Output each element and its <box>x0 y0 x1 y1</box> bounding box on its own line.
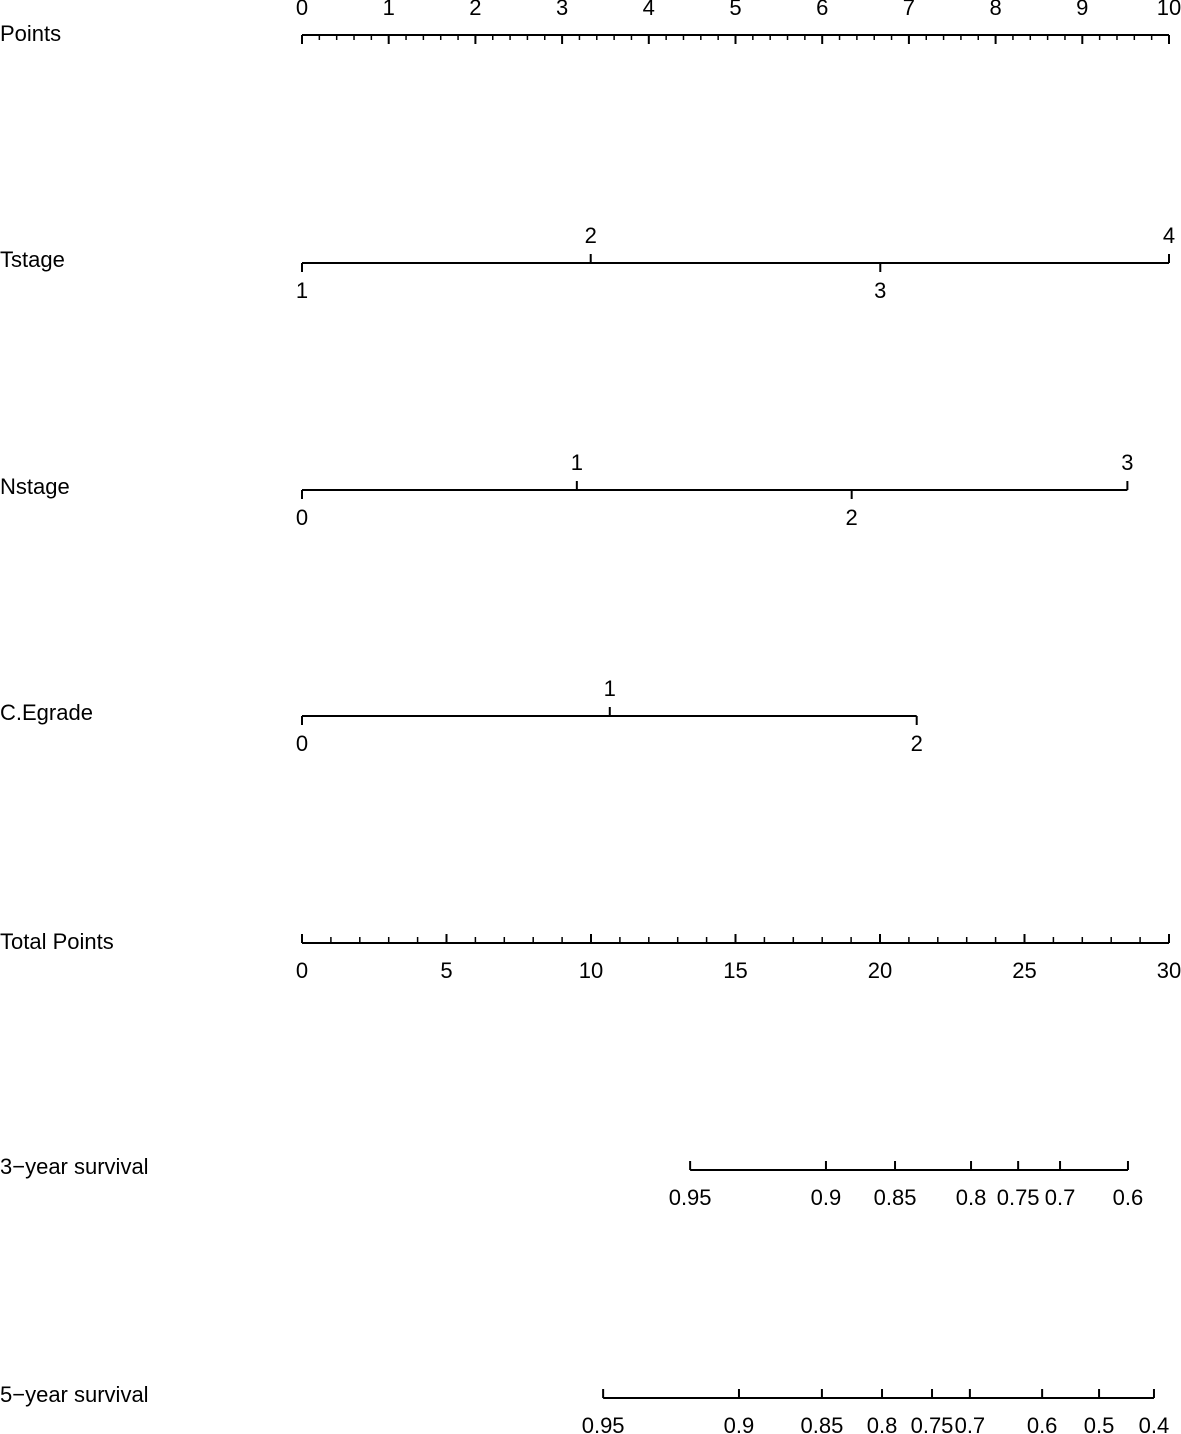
tick-label: 2 <box>469 0 481 20</box>
row-label: 3−year survival <box>0 1154 149 1179</box>
outcome-label: 0.6 <box>1113 1185 1144 1210</box>
row-label: C.Egrade <box>0 700 93 725</box>
tick-label: 30 <box>1157 958 1181 983</box>
row-label: Points <box>0 21 61 46</box>
level-label: 2 <box>911 731 923 756</box>
tick-label: 5 <box>440 958 452 983</box>
outcome-label: 0.9 <box>811 1185 842 1210</box>
tick-label: 6 <box>816 0 828 20</box>
outcome-label: 0.7 <box>955 1413 986 1434</box>
outcome-label: 0.4 <box>1139 1413 1170 1434</box>
outcome-label: 0.6 <box>1027 1413 1058 1434</box>
row-label: Total Points <box>0 929 114 954</box>
outcome-label: 0.9 <box>724 1413 755 1434</box>
outcome-label: 0.8 <box>867 1413 898 1434</box>
tick-label: 3 <box>556 0 568 20</box>
tick-label: 4 <box>643 0 655 20</box>
outcome-label: 0.7 <box>1045 1185 1076 1210</box>
tick-label: 25 <box>1012 958 1036 983</box>
level-label: 0 <box>296 505 308 530</box>
tick-label: 0 <box>296 0 308 20</box>
level-label: 4 <box>1163 223 1175 248</box>
level-label: 0 <box>296 731 308 756</box>
outcome-label: 0.8 <box>956 1185 987 1210</box>
tick-label: 1 <box>383 0 395 20</box>
outcome-label: 0.75 <box>997 1185 1040 1210</box>
level-label: 1 <box>571 450 583 475</box>
outcome-label: 0.5 <box>1084 1413 1115 1434</box>
tick-label: 9 <box>1076 0 1088 20</box>
row-label: 5−year survival <box>0 1382 149 1407</box>
level-label: 2 <box>585 223 597 248</box>
level-label: 2 <box>846 505 858 530</box>
outcome-label: 0.95 <box>582 1413 625 1434</box>
tick-label: 10 <box>1157 0 1181 20</box>
level-label: 3 <box>1121 450 1133 475</box>
outcome-label: 0.85 <box>800 1413 843 1434</box>
tick-label: 8 <box>989 0 1001 20</box>
level-label: 1 <box>296 278 308 303</box>
tick-label: 10 <box>579 958 603 983</box>
row-label: Tstage <box>0 247 65 272</box>
tick-label: 15 <box>723 958 747 983</box>
outcome-label: 0.95 <box>669 1185 712 1210</box>
tick-label: 7 <box>903 0 915 20</box>
level-label: 1 <box>604 676 616 701</box>
tick-label: 5 <box>729 0 741 20</box>
row-label: Nstage <box>0 474 70 499</box>
tick-label: 20 <box>868 958 892 983</box>
outcome-label: 0.85 <box>874 1185 917 1210</box>
tick-label: 0 <box>296 958 308 983</box>
level-label: 3 <box>874 278 886 303</box>
outcome-label: 0.75 <box>911 1413 954 1434</box>
